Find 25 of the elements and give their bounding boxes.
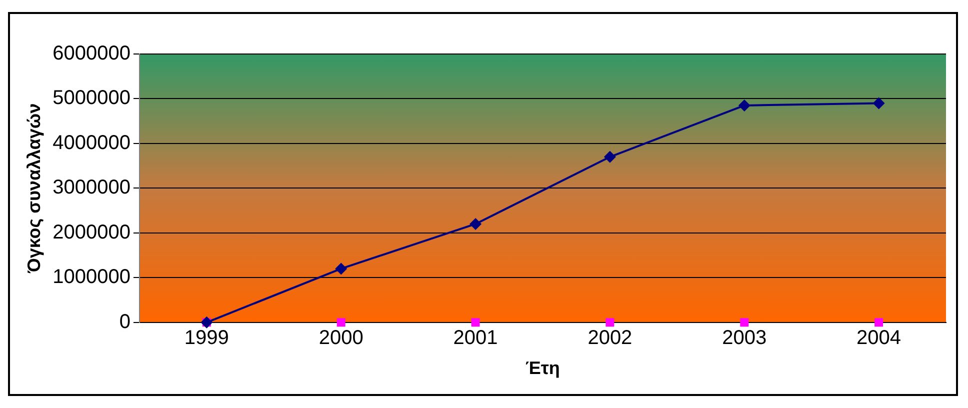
point — [740, 318, 749, 327]
y-tick-label: 4000000 — [52, 132, 130, 154]
point — [606, 318, 614, 327]
y-tick-label: 1000000 — [52, 266, 130, 288]
y-tick-label: 5000000 — [52, 87, 130, 110]
point — [738, 99, 750, 112]
point — [471, 318, 480, 327]
point — [470, 218, 482, 230]
x-axis-title: Έτη — [526, 358, 560, 378]
y-tick-label: 2000000 — [52, 221, 130, 244]
x-tick-label: 2004 — [856, 326, 902, 349]
point — [336, 318, 346, 327]
x-tick-label: 2002 — [588, 326, 632, 349]
y-tick-label: 3000000 — [52, 176, 130, 199]
y-tick-label: 6000000 — [52, 42, 130, 65]
x-tick-label: 1999 — [184, 326, 229, 349]
point — [335, 262, 348, 275]
point — [874, 318, 884, 327]
x-tick-label: 2001 — [453, 326, 498, 349]
y-tick-label: 0 — [119, 310, 130, 333]
point — [604, 150, 616, 163]
x-tick-label: 2003 — [722, 326, 767, 349]
x-tick-label: 2000 — [318, 326, 364, 349]
point — [872, 97, 885, 110]
y-axis-title: Όγκος συναλλαγών — [24, 103, 44, 274]
